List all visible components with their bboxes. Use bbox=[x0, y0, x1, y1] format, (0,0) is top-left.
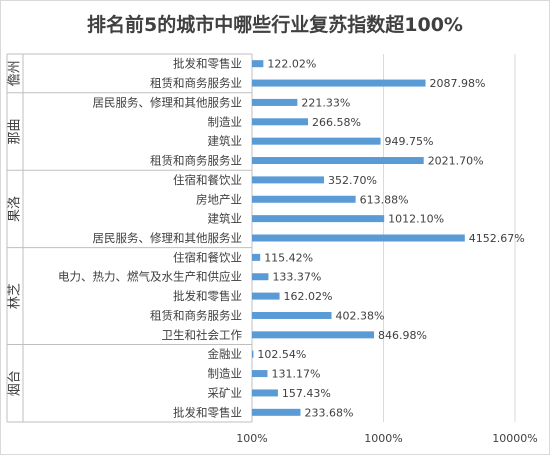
category-label: 制造业 bbox=[208, 367, 243, 381]
group-label: 林芝 bbox=[7, 283, 23, 309]
bar bbox=[252, 311, 332, 319]
data-label: 2021.70% bbox=[428, 155, 484, 168]
data-label: 266.58% bbox=[312, 116, 361, 129]
data-label: 102.54% bbox=[257, 348, 306, 361]
group-label: 果洛 bbox=[8, 196, 23, 222]
bar bbox=[252, 118, 308, 126]
data-label: 233.68% bbox=[304, 406, 353, 419]
bar bbox=[252, 253, 261, 261]
bar bbox=[252, 79, 426, 87]
category-label: 居民服务、修理和其他服务业 bbox=[93, 231, 243, 245]
category-label: 建筑业 bbox=[208, 134, 243, 148]
category-label: 金融业 bbox=[208, 347, 243, 361]
category-label: 居民服务、修理和其他服务业 bbox=[93, 95, 243, 109]
data-label: 162.02% bbox=[284, 290, 333, 303]
bar bbox=[252, 157, 424, 165]
x-tick-label: 10000% bbox=[492, 432, 537, 445]
bar bbox=[252, 98, 298, 106]
category-label: 采矿业 bbox=[208, 386, 243, 400]
data-label: 133.37% bbox=[272, 271, 321, 284]
bar bbox=[252, 176, 324, 184]
bar bbox=[252, 389, 278, 397]
data-label: 131.17% bbox=[271, 368, 320, 381]
data-label: 115.42% bbox=[264, 251, 313, 264]
category-label: 租赁和商务服务业 bbox=[150, 308, 242, 322]
chart-title: 排名前5的城市中哪些行业复苏指数超100% bbox=[87, 14, 463, 36]
group-label: 那曲 bbox=[8, 118, 23, 144]
data-label: 221.33% bbox=[301, 96, 350, 109]
bar bbox=[252, 273, 269, 281]
category-label: 房地产业 bbox=[196, 192, 242, 206]
x-tick-label: 100% bbox=[236, 432, 267, 445]
category-label: 批发和零售业 bbox=[173, 289, 242, 303]
category-label: 电力、热力、燃气及水生产和供应业 bbox=[58, 270, 242, 284]
x-tick-label: 1000% bbox=[364, 432, 402, 445]
bar bbox=[252, 215, 385, 223]
data-label: 613.88% bbox=[360, 193, 409, 206]
data-label: 122.02% bbox=[267, 58, 316, 71]
category-label: 制造业 bbox=[208, 115, 243, 129]
data-label: 2087.98% bbox=[430, 77, 486, 90]
data-label: 352.70% bbox=[328, 174, 377, 187]
data-label: 4152.67% bbox=[469, 232, 525, 245]
group-label: 儋州 bbox=[8, 60, 23, 86]
bar bbox=[252, 292, 280, 300]
category-label: 卫生和社会工作 bbox=[162, 328, 243, 342]
category-label: 建筑业 bbox=[208, 212, 243, 226]
data-label: 402.38% bbox=[336, 309, 385, 322]
data-label: 846.98% bbox=[378, 329, 427, 342]
data-label: 1012.10% bbox=[388, 213, 444, 226]
bar bbox=[252, 350, 254, 358]
bar bbox=[252, 60, 264, 68]
category-label: 租赁和商务服务业 bbox=[150, 154, 242, 168]
data-label: 949.75% bbox=[385, 135, 434, 148]
group-label: 烟台 bbox=[8, 370, 23, 396]
bar bbox=[252, 408, 301, 416]
bar bbox=[252, 195, 356, 203]
category-label: 住宿和餐饮业 bbox=[173, 173, 242, 187]
bar bbox=[252, 137, 381, 145]
bar bbox=[252, 234, 465, 242]
category-label: 批发和零售业 bbox=[173, 405, 242, 419]
data-label: 157.43% bbox=[282, 387, 331, 400]
bar bbox=[252, 370, 268, 378]
bar bbox=[252, 331, 375, 339]
category-label: 批发和零售业 bbox=[173, 57, 242, 71]
category-label: 租赁和商务服务业 bbox=[150, 76, 242, 90]
category-label: 住宿和餐饮业 bbox=[173, 250, 242, 264]
